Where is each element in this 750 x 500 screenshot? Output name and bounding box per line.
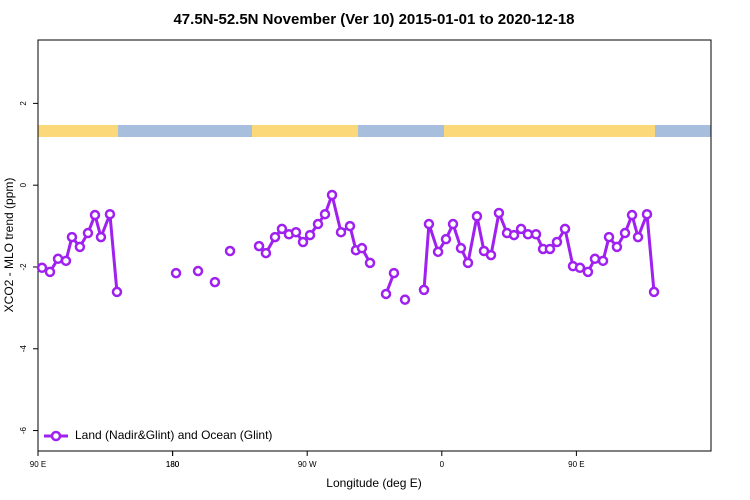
data-point [626, 209, 638, 221]
data-point [603, 231, 615, 243]
data-point [356, 242, 368, 254]
data-point [312, 218, 324, 230]
data-point [508, 229, 520, 241]
data-point [224, 245, 236, 257]
land-band [444, 125, 655, 137]
data-point [641, 208, 653, 220]
x-tick-label: 90 E [568, 460, 584, 469]
data-point [104, 208, 116, 220]
data-point [485, 249, 497, 261]
data-point [364, 257, 376, 269]
data-point [648, 286, 660, 298]
land-band [252, 125, 358, 137]
data-point [269, 231, 281, 243]
data-point [399, 294, 411, 305]
data-point [515, 223, 527, 235]
data-point [276, 223, 288, 235]
data-point [209, 276, 221, 288]
data-point [559, 223, 571, 235]
data-point [619, 227, 631, 239]
series-line [41, 193, 656, 295]
x-axis-label: Longitude (deg E) [326, 476, 421, 490]
data-point [493, 207, 505, 219]
land-band [38, 125, 118, 137]
data-point [344, 220, 356, 232]
data-point [418, 284, 430, 296]
data-point [89, 209, 101, 221]
chart-title: 47.5N-52.5N November (Ver 10) 2015-01-01… [173, 11, 574, 28]
y-tick-label: 2 [19, 101, 28, 106]
data-point [297, 236, 309, 248]
data-point [380, 288, 392, 300]
data-point [44, 266, 56, 278]
x-tick-label: 90 W [298, 460, 317, 469]
data-point [170, 267, 182, 279]
data-point [319, 208, 331, 220]
data-point [632, 231, 644, 243]
data-point [582, 266, 594, 278]
x-tick-label: 180 [166, 460, 180, 469]
data-point [95, 231, 107, 243]
data-point [471, 211, 483, 222]
data-point [530, 229, 542, 240]
plot-frame [37, 39, 712, 452]
data-point [432, 246, 444, 258]
data-point [423, 218, 435, 230]
data-point [290, 226, 302, 238]
data-point [462, 257, 474, 269]
data-point [260, 247, 272, 259]
data-point [611, 241, 623, 253]
data-point [522, 229, 534, 240]
x-tick-label: 0 [440, 460, 445, 469]
y-tick-label: -4 [19, 345, 28, 353]
data-point [589, 253, 601, 265]
legend-label: Land (Nadir&Glint) and Ocean (Glint) [75, 428, 272, 442]
data-point [447, 218, 459, 230]
data-point [192, 265, 204, 277]
data-point [66, 231, 78, 243]
data-point [574, 262, 586, 274]
y-tick-label: 0 [19, 182, 28, 187]
data-point [36, 262, 48, 274]
data-point [388, 267, 400, 279]
land-ocean-band [38, 125, 711, 137]
data-point [111, 286, 123, 298]
data-point [326, 189, 338, 201]
y-axis-label: XCO2 - MLO trend (ppm) [2, 178, 16, 313]
data-point [74, 241, 86, 253]
y-tick-label: -2 [19, 263, 28, 271]
x-tick-label: 180 [166, 460, 180, 469]
data-point [60, 255, 72, 267]
data-point [253, 240, 265, 252]
data-point [82, 227, 94, 239]
data-point [304, 229, 316, 241]
data-point [544, 243, 556, 255]
data-point [455, 242, 467, 254]
y-tick-label: -6 [19, 426, 28, 434]
data-point [335, 226, 347, 238]
data-point [597, 255, 609, 267]
data-point [440, 233, 452, 245]
x-tick-label: 90 E [30, 460, 46, 469]
data-point [551, 236, 563, 248]
legend-marker [50, 430, 62, 442]
